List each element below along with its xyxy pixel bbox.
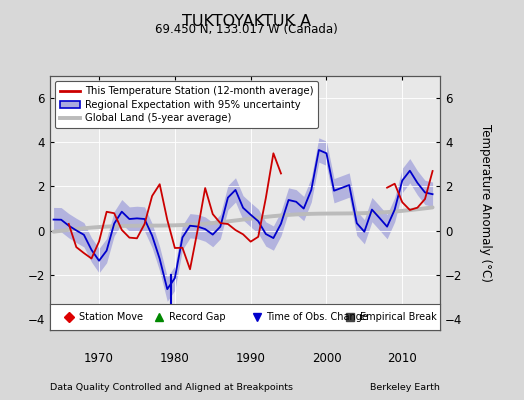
Text: Empirical Break: Empirical Break bbox=[360, 312, 437, 322]
Text: Station Move: Station Move bbox=[79, 312, 143, 322]
Text: TUKTOYAKTUK A: TUKTOYAKTUK A bbox=[182, 14, 311, 29]
Text: 2010: 2010 bbox=[387, 352, 417, 365]
Text: Data Quality Controlled and Aligned at Breakpoints: Data Quality Controlled and Aligned at B… bbox=[50, 383, 293, 392]
Text: Record Gap: Record Gap bbox=[169, 312, 225, 322]
Text: 1990: 1990 bbox=[236, 352, 266, 365]
Text: 1970: 1970 bbox=[84, 352, 114, 365]
Text: Berkeley Earth: Berkeley Earth bbox=[370, 383, 440, 392]
Y-axis label: Temperature Anomaly (°C): Temperature Anomaly (°C) bbox=[479, 124, 492, 282]
Text: Time of Obs. Change: Time of Obs. Change bbox=[266, 312, 368, 322]
Text: 69.450 N, 133.017 W (Canada): 69.450 N, 133.017 W (Canada) bbox=[155, 23, 337, 36]
Text: 2000: 2000 bbox=[312, 352, 341, 365]
Legend: This Temperature Station (12-month average), Regional Expectation with 95% uncer: This Temperature Station (12-month avera… bbox=[55, 81, 318, 128]
Text: 1980: 1980 bbox=[160, 352, 190, 365]
